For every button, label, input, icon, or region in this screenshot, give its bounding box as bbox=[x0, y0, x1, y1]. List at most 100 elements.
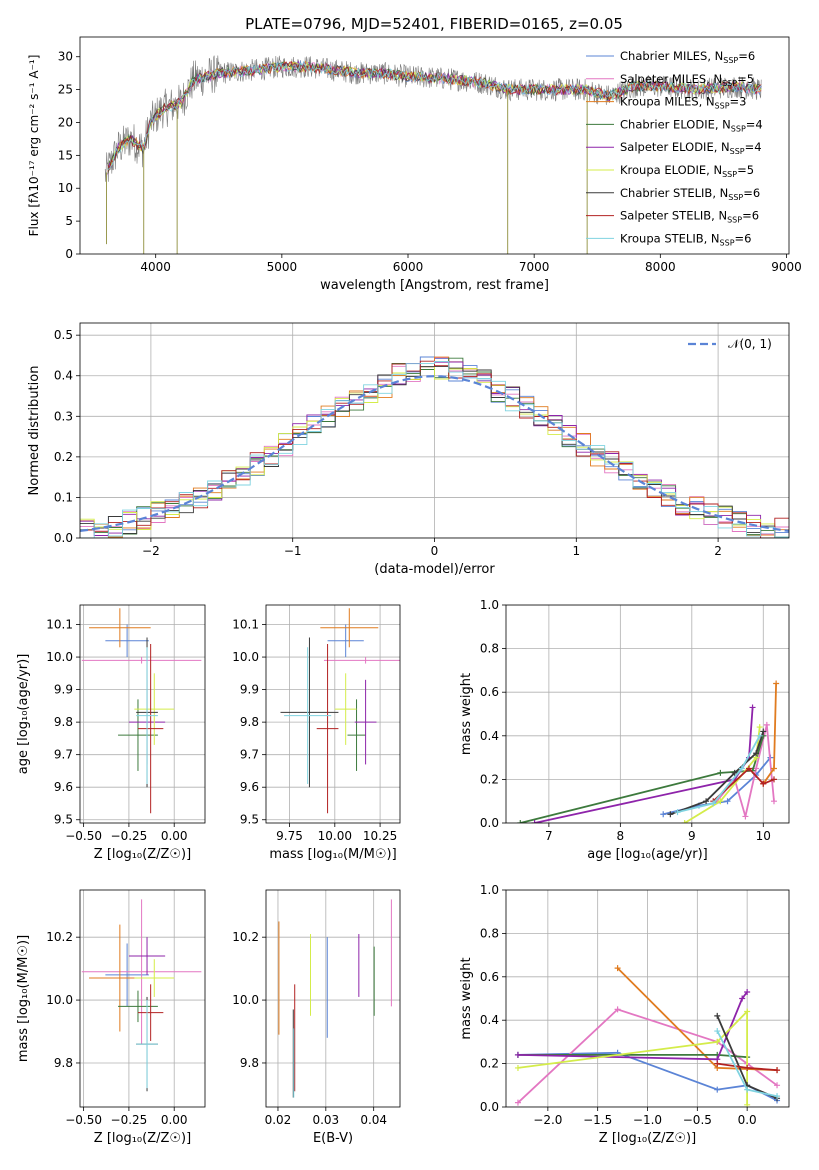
x-tick-label: −0.50 bbox=[65, 829, 102, 843]
y-tick-label: 10.2 bbox=[46, 930, 73, 944]
x-tick-label: −0.25 bbox=[111, 829, 148, 843]
weight-marker bbox=[774, 1093, 781, 1100]
y-axis-label: age [log₁₀(age/yr)] bbox=[16, 654, 31, 775]
legend-sub: SSP bbox=[720, 238, 735, 247]
weight-marker bbox=[714, 1060, 721, 1067]
y-tick-label: 9.7 bbox=[240, 748, 259, 762]
x-tick-label: 10.00 bbox=[318, 829, 352, 843]
panel-weight_vs_Z: −2.0 −1.5 −1.0 −0.5 0.0 0.0 0.2 0.4 0.6 0.8 1.0 Z [… bbox=[459, 883, 790, 1146]
y-tick-label: 0.6 bbox=[480, 685, 499, 699]
weight-marker bbox=[744, 988, 751, 995]
x-tick-label: 2 bbox=[714, 544, 722, 558]
y-axis-label: mass weight bbox=[459, 957, 474, 1039]
x-axis-label: E(B-V) bbox=[313, 1131, 353, 1146]
legend-count: =6 bbox=[735, 231, 752, 245]
axes-frame bbox=[79, 36, 790, 255]
y-tick-label: 15 bbox=[58, 148, 73, 162]
legend: Chabrier MILES, NSSP=6 Salpeter MILES, NS… bbox=[586, 49, 763, 247]
panels: 4000 5000 6000 7000 8000 9000051015202530wave… bbox=[16, 36, 802, 1146]
panel-mass_vs_Z: −0.50 −0.25 0.00 9.8 10.0 10.2 Z [log₁₀(Z/Z☉)]… bbox=[16, 889, 206, 1146]
weight-marker bbox=[514, 1051, 521, 1058]
plot-area-weight_vs_age bbox=[506, 605, 789, 823]
weight-marker bbox=[714, 1028, 721, 1035]
x-tick-label: 5000 bbox=[267, 260, 298, 274]
legend-sub: SSP bbox=[723, 56, 738, 65]
legend-count: =6 bbox=[738, 49, 755, 63]
legend-sub: SSP bbox=[730, 147, 745, 156]
y-tick-label: 0.4 bbox=[54, 369, 73, 383]
legend-count: =6 bbox=[742, 209, 759, 223]
y-tick-label: 9.7 bbox=[54, 748, 73, 762]
x-axis-label: age [log₁₀(age/yr)] bbox=[587, 847, 708, 862]
panel-age_vs_mass: 9.75 10.00 10.25 9.5 9.6 9.7 9.8 9.9 10.0 10.1 mas… bbox=[232, 604, 401, 862]
weight-marker bbox=[770, 776, 777, 783]
weight-marker bbox=[660, 811, 667, 818]
weight-marker bbox=[614, 965, 621, 972]
y-tick-label: 0.0 bbox=[480, 816, 499, 830]
x-tick-label: 0.0 bbox=[738, 1113, 757, 1127]
weight-line bbox=[716, 724, 775, 817]
y-tick-label: 0.4 bbox=[480, 729, 499, 743]
legend-label: Chabrier ELODIE, NSSP=4 bbox=[620, 117, 763, 133]
axes-frame bbox=[79, 604, 206, 824]
figure-title: PLATE=0796, MJD=52401, FIBERID=0165, z=0… bbox=[245, 15, 623, 33]
weight-marker bbox=[703, 798, 710, 805]
panel-residuals: −2 −1 0 1 2 0.0 0.1 0.2 0.3 0.4 0.5 (data-model)/er… bbox=[27, 322, 790, 577]
weight-marker bbox=[514, 1099, 521, 1106]
x-tick-label: 0.00 bbox=[161, 829, 188, 843]
y-tick-label: 9.5 bbox=[240, 813, 259, 827]
x-tick-label: −1.0 bbox=[633, 1113, 662, 1127]
legend-label: 𝒩(0, 1) bbox=[728, 337, 772, 351]
x-tick-label: −0.5 bbox=[683, 1113, 712, 1127]
y-axis-label: Normed distribution bbox=[27, 366, 42, 496]
x-tick-label: 7000 bbox=[519, 260, 550, 274]
x-tick-label: 0 bbox=[431, 544, 439, 558]
weight-marker bbox=[763, 721, 770, 728]
y-tick-label: 5 bbox=[65, 214, 73, 228]
y-tick-label: 10.1 bbox=[232, 618, 259, 632]
plot-area-age_vs_Z bbox=[80, 605, 205, 823]
weight-marker bbox=[710, 800, 717, 807]
legend-sub: SSP bbox=[722, 79, 737, 88]
y-tick-label: 9.8 bbox=[240, 715, 259, 729]
legend-count: =5 bbox=[737, 72, 754, 86]
weight-marker bbox=[744, 1008, 751, 1015]
y-axis-label: mass weight bbox=[459, 673, 474, 755]
legend-label: Kroupa ELODIE, NSSP=5 bbox=[620, 163, 754, 179]
y-tick-label: 9.6 bbox=[240, 780, 259, 794]
x-tick-label: −2 bbox=[142, 544, 160, 558]
weight-marker bbox=[749, 704, 756, 711]
legend-label: Salpeter STELIB, NSSP=6 bbox=[620, 209, 759, 225]
x-axis-label: Z [log₁₀(Z/Z☉)] bbox=[94, 1131, 191, 1146]
weight-marker bbox=[739, 995, 746, 1002]
weight-marker bbox=[774, 1082, 781, 1089]
x-tick-label: 10 bbox=[756, 829, 771, 843]
legend-count: =3 bbox=[730, 95, 747, 109]
weight-marker bbox=[756, 724, 763, 731]
y-tick-label: 1.0 bbox=[480, 598, 499, 612]
weight-marker bbox=[770, 765, 777, 772]
weight-marker bbox=[773, 680, 780, 687]
weight-marker bbox=[681, 820, 688, 823]
y-tick-label: 9.8 bbox=[54, 715, 73, 729]
weight-marker bbox=[531, 820, 538, 823]
axes-frame bbox=[265, 604, 401, 824]
x-tick-label: 9.75 bbox=[276, 829, 303, 843]
y-tick-label: 0.3 bbox=[54, 409, 73, 423]
x-tick-label: 1 bbox=[572, 544, 580, 558]
weight-line bbox=[677, 735, 761, 813]
x-tick-label: 6000 bbox=[393, 260, 424, 274]
x-axis-label: (data-model)/error bbox=[374, 562, 495, 577]
y-tick-label: 20 bbox=[58, 115, 73, 129]
residual-histogram bbox=[80, 360, 789, 538]
plot-area-age_vs_mass bbox=[266, 605, 400, 823]
axes-frame bbox=[265, 889, 401, 1108]
y-tick-label: 0.4 bbox=[480, 1013, 499, 1027]
axes-frame bbox=[505, 604, 790, 824]
x-tick-label: 9 bbox=[688, 829, 696, 843]
y-axis-label: mass [log₁₀(M/M☉)] bbox=[16, 935, 31, 1062]
x-tick-label: −1 bbox=[284, 544, 302, 558]
weight-marker bbox=[742, 813, 749, 820]
weight-marker bbox=[731, 769, 738, 776]
x-tick-label: 8000 bbox=[645, 260, 676, 274]
